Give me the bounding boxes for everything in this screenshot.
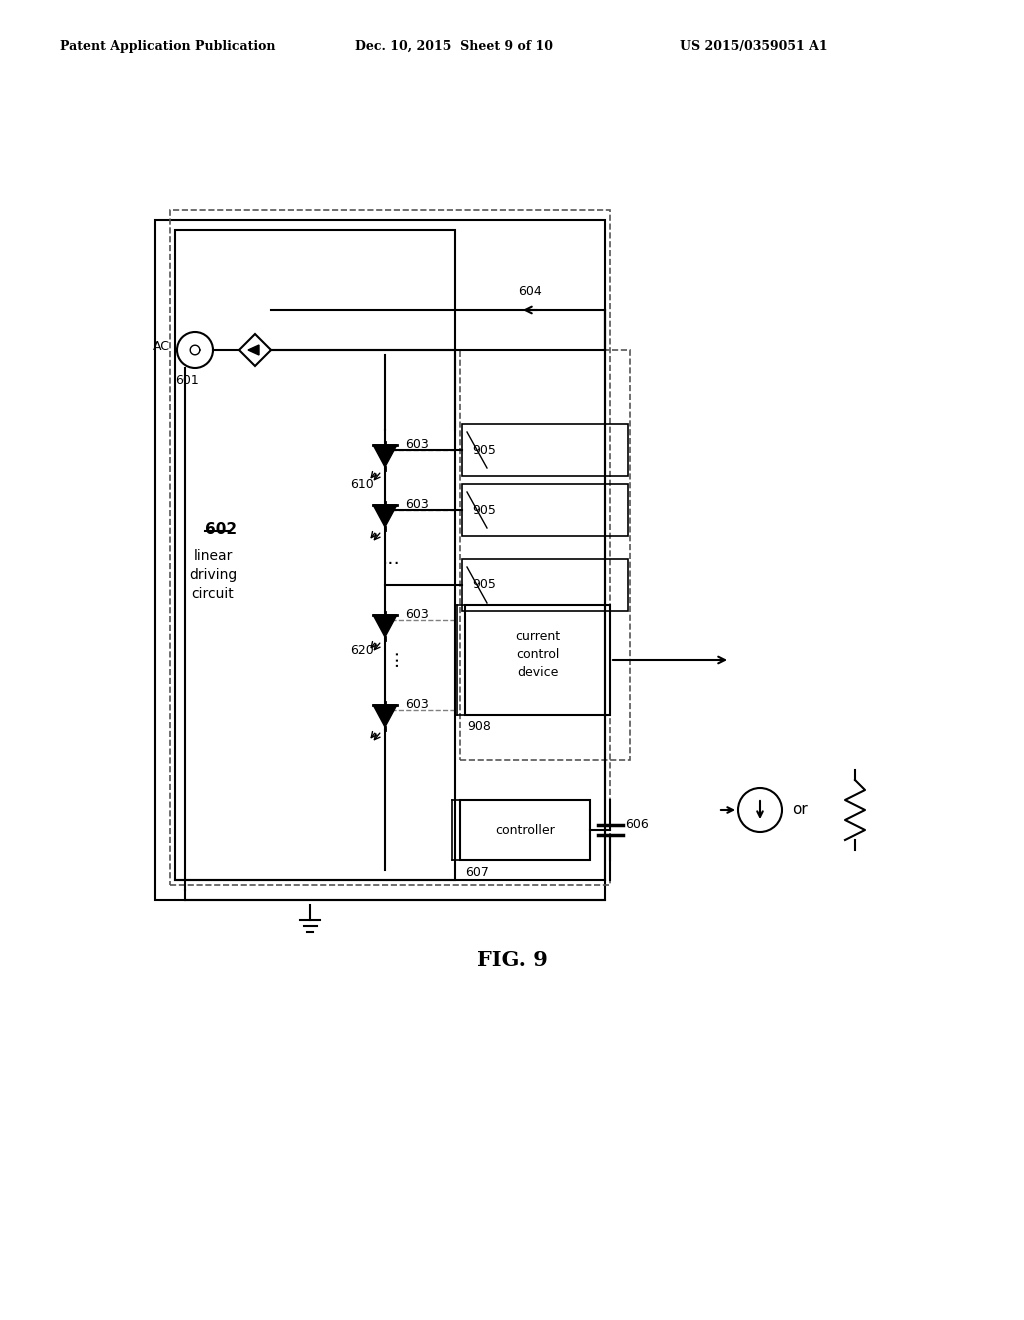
Polygon shape — [373, 504, 397, 527]
Polygon shape — [373, 445, 397, 467]
Text: FIG. 9: FIG. 9 — [476, 950, 548, 970]
Text: Dec. 10, 2015  Sheet 9 of 10: Dec. 10, 2015 Sheet 9 of 10 — [355, 40, 553, 53]
Bar — [462, 484, 628, 536]
Text: 604: 604 — [518, 285, 542, 298]
Bar — [462, 558, 628, 611]
Bar — [460, 350, 630, 760]
Text: or: or — [793, 803, 808, 817]
Text: ...: ... — [382, 549, 400, 568]
Bar — [155, 220, 605, 900]
Text: controller: controller — [496, 824, 555, 837]
Text: 601: 601 — [175, 374, 199, 387]
Text: 908: 908 — [467, 721, 490, 734]
Text: 905: 905 — [472, 444, 496, 457]
Text: 620: 620 — [350, 644, 374, 656]
Text: 606: 606 — [625, 818, 649, 832]
Bar — [170, 210, 610, 884]
Text: Patent Application Publication: Patent Application Publication — [60, 40, 275, 53]
Bar — [460, 800, 590, 861]
Text: 610: 610 — [350, 479, 374, 491]
Text: 603: 603 — [406, 698, 429, 711]
Polygon shape — [248, 345, 259, 355]
Text: current
control
device: current control device — [515, 631, 560, 680]
Text: US 2015/0359051 A1: US 2015/0359051 A1 — [680, 40, 827, 53]
Bar — [462, 424, 628, 477]
Text: AC: AC — [153, 339, 170, 352]
Polygon shape — [373, 705, 397, 727]
Text: 905: 905 — [472, 503, 496, 516]
Text: 603: 603 — [406, 609, 429, 622]
Text: 607: 607 — [465, 866, 488, 879]
Text: 602: 602 — [205, 523, 238, 537]
Text: 603: 603 — [406, 438, 429, 451]
Text: 905: 905 — [472, 578, 496, 591]
Bar — [465, 605, 610, 715]
Text: ...: ... — [382, 648, 401, 667]
Polygon shape — [373, 615, 397, 638]
Bar — [175, 230, 455, 880]
Text: linear
driving
circuit: linear driving circuit — [188, 549, 238, 602]
Text: 603: 603 — [406, 499, 429, 511]
